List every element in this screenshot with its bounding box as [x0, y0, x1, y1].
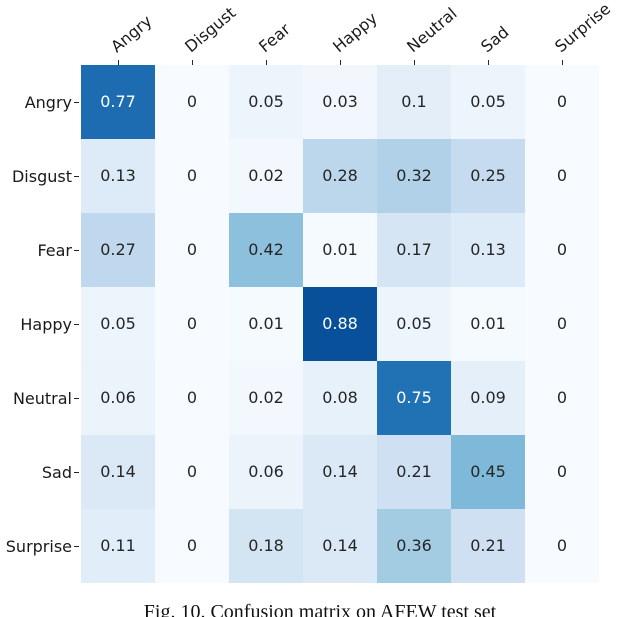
heatmap-cell: 0.06 [81, 361, 155, 435]
x-tick [118, 60, 119, 65]
heatmap-cell: 0.45 [451, 435, 525, 509]
heatmap-cell: 0.08 [303, 361, 377, 435]
heatmap-cell: 0.88 [303, 287, 377, 361]
heatmap-cell: 0.21 [377, 435, 451, 509]
x-tick-label: Neutral [403, 3, 461, 57]
y-tick-label: Surprise [5, 536, 72, 556]
heatmap-grid: 0.77 0 0.05 0.03 0.1 0.05 0 0.13 0 0.02 0.28 0.32 0.… [81, 65, 599, 583]
heatmap-cell: 0.01 [229, 287, 303, 361]
x-tick [562, 60, 563, 65]
heatmap-cell: 0.05 [377, 287, 451, 361]
heatmap-cell: 0.28 [303, 139, 377, 213]
heatmap-cell: 0.42 [229, 213, 303, 287]
heatmap-cell: 0.01 [451, 287, 525, 361]
heatmap-cell: 0 [525, 361, 599, 435]
figure-caption: Fig. 10. Confusion matrix on AFEW test s… [143, 601, 497, 617]
y-tick [74, 398, 79, 399]
y-tick-label: Happy [20, 314, 72, 334]
heatmap-cell: 0.25 [451, 139, 525, 213]
heatmap-cell: 0.21 [451, 509, 525, 583]
y-tick-label: Fear [37, 240, 72, 260]
heatmap-cell: 0 [155, 287, 229, 361]
x-tick-label: Fear [255, 19, 294, 57]
x-tick [488, 60, 489, 65]
heatmap-cell: 0.05 [451, 65, 525, 139]
heatmap-cell: 0.03 [303, 65, 377, 139]
heatmap-cell: 0.14 [81, 435, 155, 509]
x-tick [340, 60, 341, 65]
heatmap-cell: 0 [525, 65, 599, 139]
heatmap-cell: 0 [525, 139, 599, 213]
heatmap-cell: 0 [155, 361, 229, 435]
heatmap-cell: 0.32 [377, 139, 451, 213]
heatmap-cell: 0 [155, 139, 229, 213]
heatmap-cell: 0 [525, 509, 599, 583]
x-tick-label: Sad [477, 22, 513, 57]
heatmap-cell: 0.09 [451, 361, 525, 435]
x-tick-label: Happy [329, 8, 381, 57]
heatmap-cell: 0.02 [229, 361, 303, 435]
y-tick [74, 250, 79, 251]
heatmap-cell: 0.11 [81, 509, 155, 583]
y-tick-label: Sad [41, 462, 72, 482]
heatmap-cell: 0.18 [229, 509, 303, 583]
heatmap-cell: 0.77 [81, 65, 155, 139]
heatmap-cell: 0.01 [303, 213, 377, 287]
heatmap-cell: 0 [155, 65, 229, 139]
heatmap-cell: 0.75 [377, 361, 451, 435]
heatmap-cell: 0.13 [451, 213, 525, 287]
y-tick-label: Neutral [12, 388, 72, 408]
y-tick [74, 324, 79, 325]
heatmap-cell: 0.36 [377, 509, 451, 583]
heatmap-cell: 0 [155, 509, 229, 583]
heatmap-cell: 0.14 [303, 509, 377, 583]
x-tick [266, 60, 267, 65]
y-tick [74, 176, 79, 177]
heatmap-cell: 0 [155, 213, 229, 287]
heatmap-cell: 0.1 [377, 65, 451, 139]
heatmap-cell: 0.27 [81, 213, 155, 287]
heatmap-cell: 0 [155, 435, 229, 509]
heatmap-cell: 0.05 [229, 65, 303, 139]
y-tick [74, 472, 79, 473]
x-tick-label: Disgust [181, 3, 240, 57]
heatmap-cell: 0.13 [81, 139, 155, 213]
y-tick-label: Disgust [11, 166, 72, 186]
y-tick-label: Angry [24, 92, 72, 112]
x-tick [192, 60, 193, 65]
heatmap-cell: 0 [525, 213, 599, 287]
x-tick-label: Angry [107, 11, 156, 57]
heatmap-cell: 0.02 [229, 139, 303, 213]
heatmap-cell: 0.17 [377, 213, 451, 287]
x-tick-label: Surprise [551, 0, 615, 57]
heatmap-cell: 0.05 [81, 287, 155, 361]
heatmap-cell: 0.06 [229, 435, 303, 509]
y-tick [74, 546, 79, 547]
heatmap-cell: 0 [525, 287, 599, 361]
heatmap-cell: 0.14 [303, 435, 377, 509]
y-tick [74, 102, 79, 103]
heatmap-cell: 0 [525, 435, 599, 509]
x-tick [414, 60, 415, 65]
